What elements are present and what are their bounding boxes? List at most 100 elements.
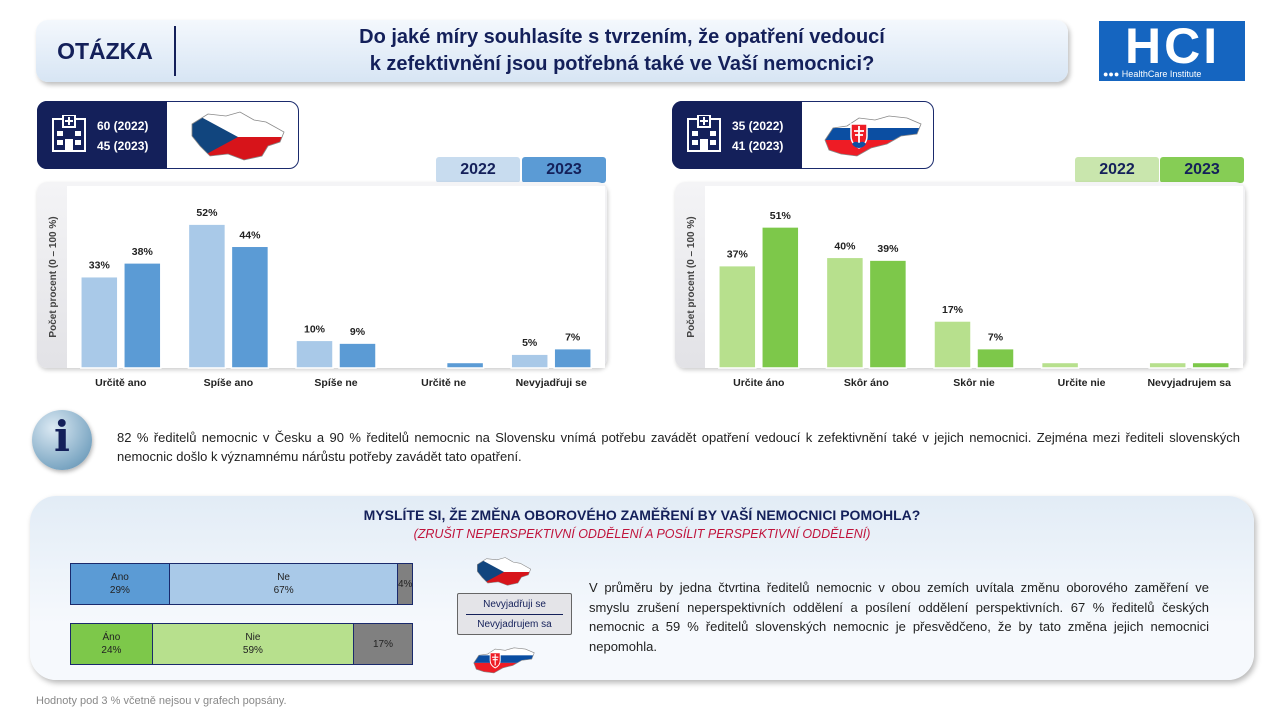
bottom-summary-text: V průměru by jedna čtvrtina ředitelů nem…: [589, 580, 1209, 654]
cz-category-label-2: Spíše ne: [314, 377, 357, 389]
sk-bar-2023-1: [868, 259, 908, 369]
cz-bar-2022-0: [80, 275, 119, 369]
sk-bar-2022-2: [933, 320, 972, 369]
bottom-question: MYSLÍTE SI, ŽE ZMĚNA OBOROVÉHO ZAMĚŘENÍ …: [363, 507, 921, 523]
slovak-flag-map-icon: [824, 115, 922, 157]
cz-data-label-2022-4: 5%: [522, 337, 538, 349]
sk-bar-2023-0: [761, 226, 800, 369]
logo-text: HCI: [1125, 18, 1221, 74]
hospital-icon: [687, 115, 721, 152]
cz-y-axis-label: Počet procent (0 – 100 %): [48, 216, 59, 337]
sk-bar-2022-4: [1148, 361, 1187, 369]
cz-bar-chart: Počet procent (0 – 100 %) 33% 38% Určitě an…: [48, 186, 605, 389]
sk-category-label-2: Skôr nie: [953, 377, 995, 389]
cz-data-label-2023-2: 9%: [350, 326, 366, 338]
sk-bar-chart: Počet procent (0 – 100 %) 37% 51% Určite án…: [686, 186, 1243, 389]
cz-data-label-2023-4: 7%: [565, 332, 581, 344]
legend-cz-2022: 2022: [436, 157, 520, 183]
cz-data-label-2022-2: 10%: [304, 323, 326, 335]
sk-stacked-segment-name-1: Nie: [245, 632, 261, 643]
sk-data-label-2022-0: 37%: [727, 249, 749, 261]
hospital-icon: [52, 115, 86, 152]
cz-sample-panel: 60 (2022) 45 (2023): [37, 101, 167, 169]
sk-stacked-segment-value-2: 17%: [372, 638, 393, 650]
cz-count-2022: 60 (2022): [97, 119, 149, 133]
sk-stacked-segment-value-1: 59%: [242, 645, 263, 656]
sk-count-2022: 35 (2022): [732, 119, 784, 133]
sk-stacked-bar: Áno 24% Nie 59% 17%: [70, 623, 413, 665]
legend-sk-2023: 2023: [1160, 157, 1244, 183]
sk-stacked-segment-value-0: 24%: [101, 645, 122, 656]
sk-data-label-2023-0: 51%: [770, 210, 792, 222]
cz-bar-2022-1: [187, 223, 227, 369]
sk-bar-chart-panel: Počet procent (0 – 100 %) 37% 51% Určite án…: [675, 182, 1245, 389]
info-text: 82 % ředitelů nemocnic v Česku a 90 % ře…: [117, 430, 1240, 464]
logo-subtext: ●●● HealthCare Institute: [1103, 69, 1202, 79]
question-title: Do jaké míry souhlasíte s tvrzením, že o…: [176, 24, 1068, 78]
czech-flag-map-icon: [477, 557, 532, 586]
cz-bar-2023-4: [553, 347, 592, 369]
sk-category-label-3: Určite nie: [1058, 377, 1106, 389]
cz-category-label-3: Určitě ne: [421, 377, 466, 389]
cz-data-label-2022-0: 33%: [89, 260, 111, 272]
legend-cz-2023: 2023: [522, 157, 606, 183]
question-title-line1: Do jaké míry souhlasíte s tvrzením, že o…: [359, 26, 885, 48]
cz-stacked-segment-name-1: Ne: [277, 572, 290, 583]
sk-stacked-segment-0: Áno 24%: [71, 624, 153, 664]
header-divider: [174, 26, 176, 76]
no-answer-legend: Nevyjadřuji se Nevyjadrujem sa: [457, 593, 572, 635]
slovak-flag-map-icon: [473, 647, 535, 674]
cz-bar-2022-4: [510, 353, 549, 369]
hci-logo: HCI ●●● HealthCare Institute: [1099, 18, 1245, 81]
bottom-subquestion: (ZRUŠIT NEPERSPEKTIVNÍ ODDĚLENÍ A POSÍLI…: [413, 527, 871, 541]
legend-no-answer-sk: Nevyjadrujem sa: [477, 619, 552, 630]
question-label: OTÁZKA: [57, 38, 153, 64]
sk-data-label-2022-2: 17%: [942, 304, 964, 316]
sk-category-label-1: Skôr áno: [844, 377, 889, 389]
cz-count-2023: 45 (2023): [97, 139, 149, 153]
cz-stacked-segment-value-2: 4%: [398, 578, 412, 590]
sk-bar-2022-0: [718, 264, 757, 369]
sk-stacked-segment-1: Nie 59%: [152, 624, 355, 664]
cz-data-label-2022-1: 52%: [196, 207, 218, 219]
sk-data-label-2023-2: 7%: [988, 332, 1004, 344]
cz-stacked-segment-2: 4%: [398, 564, 412, 604]
cz-category-label-0: Určitě ano: [95, 377, 146, 389]
sk-sample-card: 35 (2022) 41 (2023): [672, 101, 934, 169]
sk-data-label-2022-1: 40%: [834, 240, 856, 252]
cz-bar-chart-panel: Počet procent (0 – 100 %) 33% 38% Určitě an…: [37, 182, 607, 389]
footnote: Hodnoty pod 3 % včetně nejsou v grafech …: [36, 695, 287, 707]
question-title-line2: k zefektivnění jsou potřebná také ve Vaš…: [369, 53, 875, 75]
sk-count-2023: 41 (2023): [732, 139, 784, 153]
sk-category-label-0: Určite áno: [733, 377, 784, 389]
sk-category-label-4: Nevyjadrujem sa: [1147, 377, 1231, 389]
cz-bar-2023-2: [338, 342, 377, 369]
cz-data-label-2023-0: 38%: [132, 246, 154, 258]
cz-bar-2023-0: [123, 262, 162, 369]
sk-bar-2022-1: [825, 256, 865, 369]
cz-bar-2023-3: [445, 361, 485, 369]
czech-flag-map-icon: [191, 111, 285, 161]
cz-bar-2023-1: [230, 245, 270, 369]
cz-stacked-segment-name-0: Ano: [111, 572, 129, 583]
cz-bar-2022-2: [295, 339, 334, 369]
cz-category-label-4: Nevyjadřuji se: [516, 377, 587, 389]
cz-stacked-segment-value-1: 67%: [273, 585, 294, 596]
sk-bar-2022-3: [1040, 361, 1080, 369]
sk-bar-2023-4: [1191, 361, 1230, 369]
sk-sample-panel: 35 (2022) 41 (2023): [672, 101, 802, 169]
legend-divider: [466, 614, 563, 615]
cz-stacked-bar: Ano 29% Ne 67% 4%: [70, 563, 413, 605]
info-icon: i: [32, 410, 92, 470]
cz-sample-card: 60 (2022) 45 (2023): [37, 101, 299, 169]
question-header: OTÁZKA Do jaké míry souhlasíte s tvrzení…: [36, 20, 1068, 82]
cz-stacked-segment-value-0: 29%: [109, 585, 130, 596]
cz-data-label-2023-1: 44%: [239, 229, 261, 241]
cz-stacked-segment-1: Ne 67%: [169, 564, 399, 604]
sk-bar-2023-2: [976, 347, 1015, 369]
legend-sk-2022: 2022: [1075, 157, 1159, 183]
sk-stacked-segment-2: 17%: [354, 624, 412, 664]
cz-stacked-segment-0: Ano 29%: [71, 564, 170, 604]
sk-stacked-segment-name-0: Áno: [102, 632, 121, 643]
sk-y-axis-label: Počet procent (0 – 100 %): [686, 216, 697, 337]
